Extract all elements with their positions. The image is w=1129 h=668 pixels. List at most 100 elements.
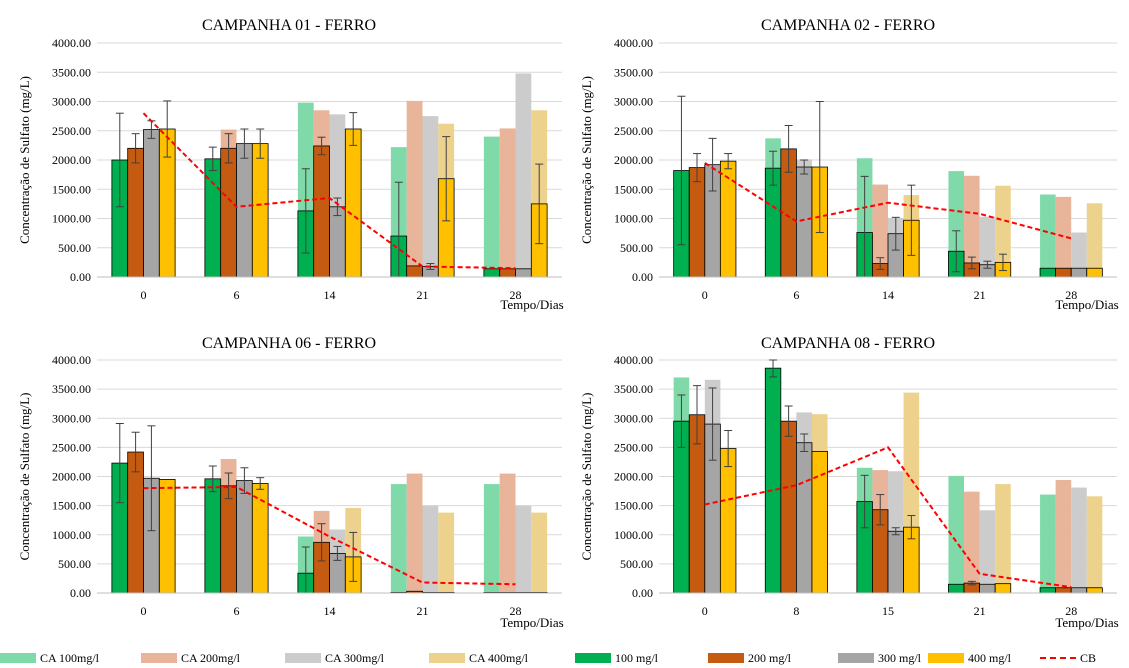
bar-d-100-mg-l-4: [1039, 587, 1057, 594]
legend-item-ca-100: CA 100mg/l: [0, 650, 99, 666]
bar-d-400-mg-l-1: [811, 451, 828, 594]
y-tick-label-b-4: 2000.00: [614, 153, 653, 167]
x-tick-label-d-0: 0: [702, 604, 708, 618]
chart-panel-a: CAMPANHA 01 - FERRO 0.00 500.00 1000.00 1500…: [17, 17, 564, 312]
bar-b-300-mg-l-1: [796, 166, 813, 278]
y-tick-label-a-4: 2000.00: [52, 153, 91, 167]
bar-c-400-mg-l-0: [158, 479, 176, 594]
y-tick-label-c-7: 3500.00: [52, 382, 91, 396]
y-tick-label-d-7: 3500.00: [614, 382, 653, 396]
legend-swatch-400: [928, 653, 964, 663]
x-tick-label-b-3: 21: [974, 288, 986, 302]
bar-d-ca-100mg-l-3: [948, 475, 965, 593]
x-axis-label-d: Tempo/Dias: [1055, 615, 1118, 630]
bar-c-ca-100mg-l-4: [483, 484, 500, 593]
bar-b-ca-300mg-l-4: [1071, 232, 1087, 277]
y-tick-label-b-0: 0.00: [632, 270, 653, 284]
x-tick-label-a-0: 0: [141, 288, 147, 302]
bar-a-200-mg-l-0: [127, 147, 144, 278]
bar-c-ca-300mg-l-3: [422, 505, 439, 593]
x-tick-label-b-4: 28: [1065, 288, 1077, 302]
x-tick-label-b-2: 14: [882, 288, 894, 302]
bar-d-200-mg-l-4: [1055, 587, 1072, 594]
bar-b-ca-100mg-l-4: [1040, 194, 1056, 277]
x-tick-label-d-1: 8: [793, 604, 799, 618]
y-tick-label-a-7: 3500.00: [52, 65, 91, 79]
x-axis-label-b: Tempo/Dias: [1055, 297, 1118, 312]
legend-swatch-300: [838, 653, 874, 663]
bar-b-400-mg-l-4: [1086, 267, 1103, 278]
x-tick-label-c-4: 28: [510, 604, 522, 618]
legend-swatch-100: [575, 653, 611, 663]
bar-c-ca-400mg-l-3: [438, 512, 455, 593]
chart-title-a: CAMPANHA 01 - FERRO: [202, 17, 376, 34]
x-tick-label-a-4: 28: [510, 288, 522, 302]
chart-title-c: CAMPANHA 06 - FERRO: [202, 335, 376, 352]
bar-a-200-mg-l-3: [406, 265, 423, 278]
y-tick-label-b-6: 3000.00: [614, 95, 653, 109]
y-tick-label-b-5: 2500.00: [614, 124, 653, 138]
legend-item-cb: CB: [1040, 650, 1096, 666]
legend-item-ca-200: CA 200mg/l: [141, 650, 240, 666]
bar-d-400-mg-l-4: [1086, 587, 1103, 594]
y-tick-label-a-1: 500.00: [58, 241, 91, 255]
legend-label-ca-400: CA 400mg/l: [469, 650, 529, 665]
x-tick-label-d-4: 28: [1065, 604, 1077, 618]
y-tick-label-a-0: 0.00: [70, 270, 91, 284]
x-tick-label-c-1: 6: [234, 604, 240, 618]
y-tick-label-c-8: 4000.00: [52, 353, 91, 367]
bar-a-200-mg-l-2: [313, 145, 330, 278]
legend-item-100: 100 mg/l: [575, 650, 658, 666]
bar-a-300-mg-l-2: [329, 206, 346, 278]
bar-d-ca-300mg-l-3: [979, 510, 996, 593]
x-tick-label-a-3: 21: [417, 288, 429, 302]
x-tick-label-c-0: 0: [141, 604, 147, 618]
y-tick-label-d-1: 500.00: [620, 557, 653, 571]
bar-c-ca-200mg-l-3: [406, 473, 423, 593]
y-tick-label-c-4: 2000.00: [52, 470, 91, 484]
x-tick-label-a-1: 6: [234, 288, 240, 302]
series-line-d-cb: [704, 446, 1072, 589]
legend-item-ca-300: CA 300mg/l: [285, 650, 384, 666]
bar-c-ca-100mg-l-3: [390, 484, 407, 593]
y-tick-label-c-2: 1000.00: [52, 528, 91, 542]
bar-c-ca-400mg-l-4: [531, 512, 548, 593]
series-line-a-cb: [142, 112, 516, 270]
y-tick-label-c-0: 0.00: [70, 586, 91, 600]
bar-a-ca-300mg-l-3: [422, 116, 439, 277]
bar-d-ca-200mg-l-4: [1055, 479, 1072, 593]
chart-title-b: CAMPANHA 02 - FERRO: [761, 17, 935, 34]
x-tick-label-d-3: 21: [974, 604, 986, 618]
y-tick-label-a-8: 4000.00: [52, 36, 91, 50]
x-axis-label-c: Tempo/Dias: [500, 615, 563, 630]
legend: CA 100mg/l CA 200mg/l CA 300mg/l CA 400m…: [0, 648, 1129, 668]
bar-d-ca-400mg-l-4: [1086, 496, 1103, 593]
y-axis-label-d: Concentração de Sulfato (mg/L): [579, 393, 594, 561]
bar-a-100-mg-l-4: [483, 268, 501, 278]
legend-item-300: 300 mg/l: [838, 650, 921, 666]
bar-d-100-mg-l-1: [764, 367, 782, 594]
bar-a-400-mg-l-2: [344, 128, 362, 278]
legend-label-200: 200 mg/l: [748, 650, 792, 665]
bar-b-ca-400mg-l-4: [1086, 203, 1103, 277]
legend-item-200: 200 mg/l: [708, 650, 791, 666]
bar-a-ca-200mg-l-3: [406, 100, 423, 277]
legend-swatch-ca-100: [0, 653, 36, 663]
x-tick-label-d-2: 15: [882, 604, 894, 618]
legend-label-cb: CB: [1080, 650, 1097, 665]
bar-a-200-mg-l-4: [499, 268, 516, 278]
bar-c-300-mg-l-1: [236, 480, 253, 594]
bar-d-200-mg-l-1: [780, 420, 797, 594]
y-tick-label-b-1: 500.00: [620, 241, 653, 255]
chart-title-d: CAMPANHA 08 - FERRO: [761, 335, 935, 352]
chart-panel-d: CAMPANHA 08 - FERRO 0.00 500.00 1000.00 1500…: [579, 335, 1119, 630]
y-tick-label-b-8: 4000.00: [614, 36, 653, 50]
bar-d-ca-100mg-l-4: [1040, 494, 1056, 593]
chart-panel-c: CAMPANHA 06 - FERRO 0.00 500.00 1000.00 1500…: [17, 335, 564, 630]
legend-label-100: 100 mg/l: [615, 650, 659, 665]
bar-a-200-mg-l-1: [220, 147, 237, 278]
legend-swatch-ca-400: [429, 653, 465, 663]
bar-a-ca-300mg-l-4: [515, 73, 532, 277]
legend-label-400: 400 mg/l: [968, 650, 1012, 665]
y-axis-label-c: Concentração de Sulfato (mg/L): [17, 393, 32, 561]
